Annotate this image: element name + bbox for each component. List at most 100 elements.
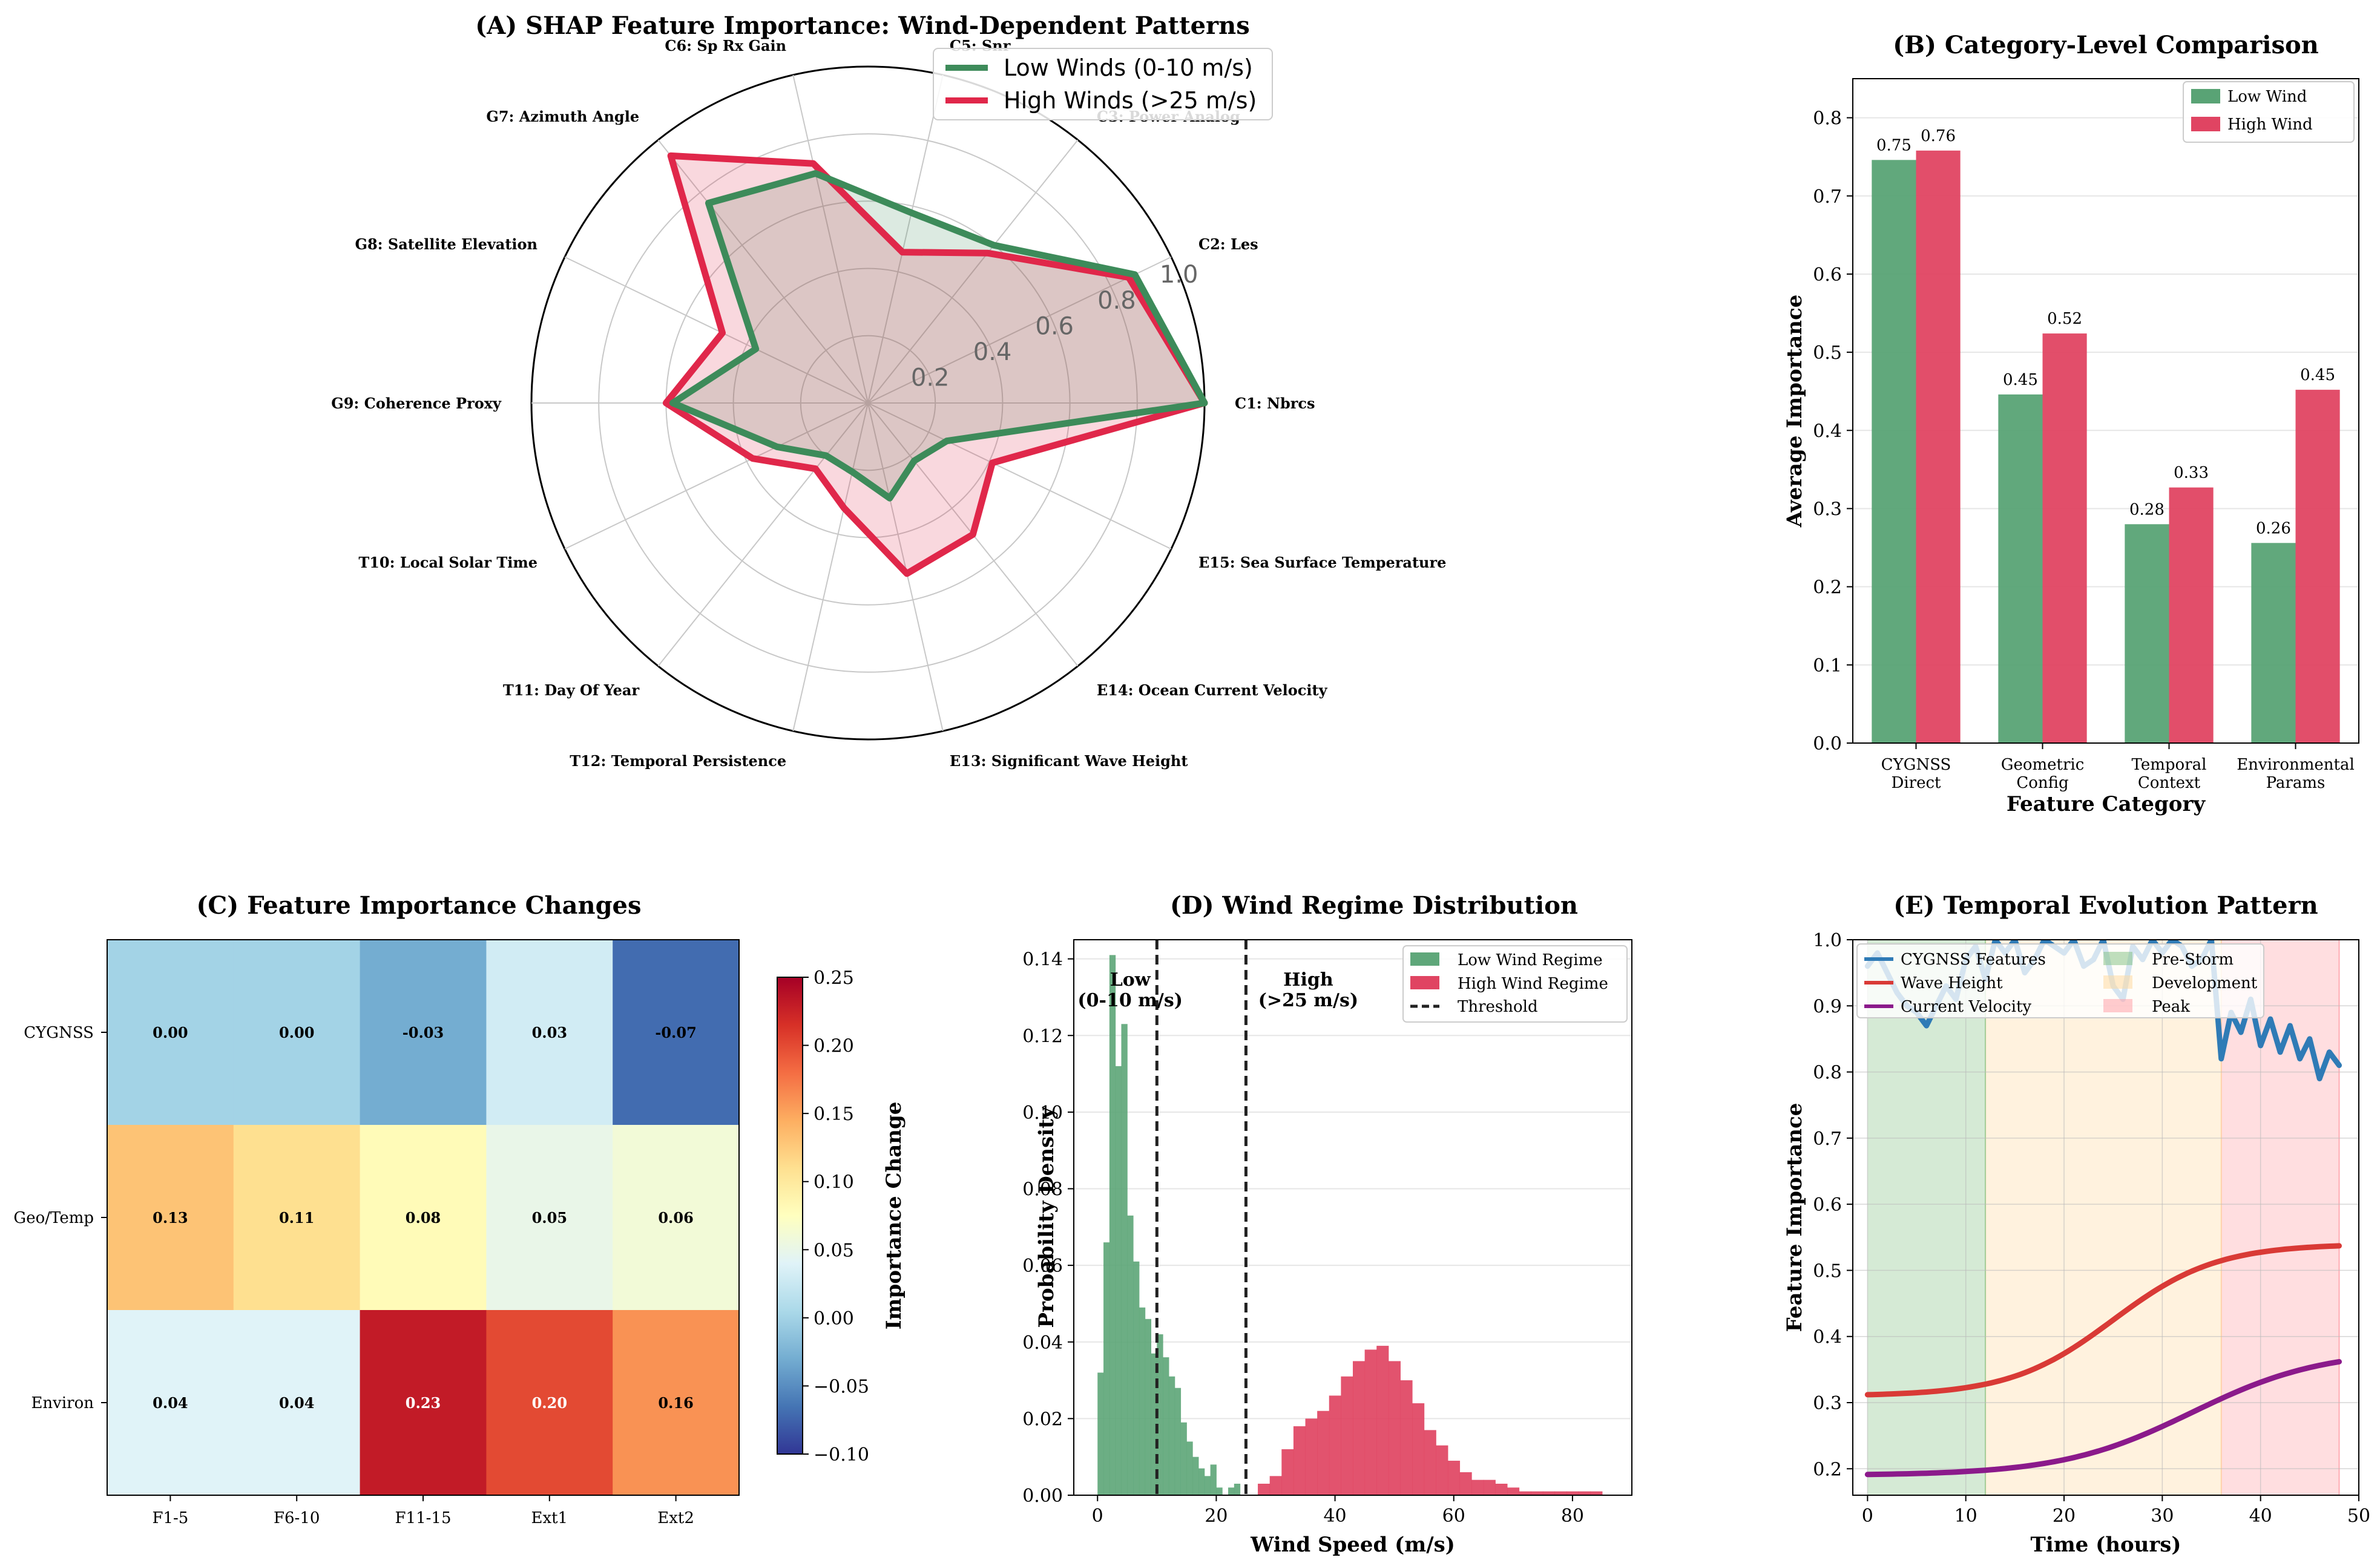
hist-ytick-label: 0.00 [1022,1486,1063,1507]
legend-label-peak: Peak [2152,998,2190,1016]
hist-bar-high [1436,1445,1448,1495]
hist-bar-high [1269,1476,1282,1495]
line-series-wave-height [1864,1243,2342,1398]
bar-ytick-label: 0.1 [1813,655,1842,677]
hist-bar-low [1186,1441,1193,1495]
hist-annotations: Low(0-10 m/s) High(>25 m/s) [1077,969,1358,1011]
hist-ytick-label: 0.12 [1022,1026,1063,1047]
hist-ylabel: Probability Density [1034,1106,1059,1328]
radar-axis-label: G8: Satellite Elevation [355,235,537,253]
hist-bar-low [1174,1387,1182,1495]
hist-bar-high [1447,1461,1461,1495]
hist-bar-low [1163,1357,1169,1495]
hist-annotation: High [1283,969,1333,991]
bar-xlabel: Feature Category [2007,792,2206,816]
hist-bar-low [1157,1334,1163,1495]
radar-spoke [564,256,869,404]
hist-bar-high [1341,1376,1353,1495]
hist-bar-high [1281,1449,1294,1495]
heatmap-cell-label: 0.11 [279,1209,314,1227]
hist-bar-low [1180,1422,1187,1495]
heatmap-cell [107,1310,234,1496]
legend-swatch-pre-storm [2103,952,2132,965]
radar-spoke [792,74,869,404]
panel-b-title: (B) Category-Level Comparison [1893,31,2319,59]
hist-bar-high [1293,1426,1306,1495]
heatmap-cell [360,940,487,1125]
radar-axis-label: G7: Azimuth Angle [486,108,639,125]
radar-axis-label: E13: Significant Wave Height [950,752,1188,770]
bar-value-label: 0.75 [1876,136,1912,154]
colorbar-tick-label: 0.15 [814,1104,854,1125]
heatmap-row-label: Environ [31,1394,94,1412]
line-ytick-label: 0.7 [1813,1129,1842,1150]
line-xtick-label: 0 [1862,1505,1873,1527]
colorbar-tick-label: −0.10 [814,1444,869,1466]
hist-bar-high [1376,1346,1389,1495]
bar-xtick-label: Geometric [2001,756,2085,774]
colorbar-tick-label: 0.20 [814,1036,854,1057]
heatmap-cell [233,940,361,1125]
bar-low-wind [1872,160,1916,744]
bar-ytick-label: 0.3 [1813,499,1842,520]
bar-ytick-label: 0.6 [1813,264,1842,286]
heatmap-cell-label: -0.07 [655,1024,696,1041]
bar-xtick-label: Direct [1892,774,1942,792]
hist-ytick-label: 0.08 [1022,1179,1063,1201]
hist-xlabel: Wind Speed (m/s) [1250,1533,1455,1557]
legend-label-low-winds: Low Winds (0-10 m/s) [1004,54,1253,81]
hist-bar-high [1483,1479,1496,1495]
hist-annotation: Low [1110,969,1151,991]
heatmap-cells: 0.00 0.00 -0.03 0.03 -0.07 0.13 0.11 0.08 0.05 0.… [107,940,740,1496]
line-ytick-label: 0.3 [1813,1393,1842,1414]
bar-value-label: 0.28 [2129,500,2165,519]
bar-value-label: 0.76 [1921,127,1956,145]
hist-bar-low [1139,1307,1146,1495]
radar-spoke [564,402,869,550]
heatmap-cell-label: 0.23 [406,1394,441,1412]
legend-label-high-wind: High Wind [2227,116,2313,134]
heatmap-axes: CYGNSS Geo/Temp Environ F1-5 F6-10 F11-15 Ext1… [13,939,740,1527]
hist-ytick-label: 0.04 [1022,1332,1063,1354]
panel-d-histogram: (D) Wind Regime Distribution Low(0-10 m/… [1022,891,1632,1557]
heatmap-cell-label: 0.13 [153,1209,188,1227]
line-ylabel: Feature Importance [1783,1103,1807,1332]
hist-bar-high [1412,1403,1425,1495]
heatmap-row-label: CYGNSS [24,1024,94,1042]
heatmap-cell [233,1125,361,1311]
heatmap-cell-label: 0.08 [406,1209,441,1227]
bar-high-wind [2042,333,2087,743]
hist-bar-low [1216,1487,1223,1495]
colorbar-label: Importance Change [882,1102,906,1330]
bar-xtick-label: Temporal [2132,756,2207,774]
hist-bars [1097,955,1603,1495]
bar-ytick-label: 0.2 [1813,577,1842,598]
legend-label-low-wind-regime: Low Wind Regime [1458,951,1603,969]
heatmap-cell-label: -0.03 [403,1024,444,1041]
line-ytick-label: 0.8 [1813,1063,1842,1084]
line-series-current-velocity [1864,1358,2342,1478]
bar-low-wind [2251,543,2296,743]
line-ytick-label: 1.0 [1813,930,1842,951]
heatmap-cell [613,1125,740,1311]
hist-bar-low [1115,1066,1122,1495]
hist-plot-frame [1073,939,1632,1496]
hist-bar-low [1168,1376,1175,1495]
colorbar-tick-label: −0.05 [814,1376,869,1397]
hist-bar-low [1210,1464,1217,1495]
heatmap-cell [613,940,740,1125]
hist-bar-high [1258,1484,1271,1495]
hist-bar-high [1317,1410,1330,1495]
hist-bar-high [1424,1430,1436,1495]
bar-ytick-label: 0.7 [1813,186,1842,208]
radar-axis-label: T12: Temporal Persistence [570,752,786,770]
heatmap-col-label: F6-10 [274,1509,320,1527]
panel-a-title: (A) SHAP Feature Importance: Wind-Depend… [475,11,1249,40]
hist-bar-high [1353,1361,1366,1495]
hist-bar-low [1192,1456,1199,1495]
legend-swatch-high-wind [2191,117,2220,131]
radar-grid [530,65,1206,741]
heatmap-cell-label: 0.06 [658,1209,693,1227]
